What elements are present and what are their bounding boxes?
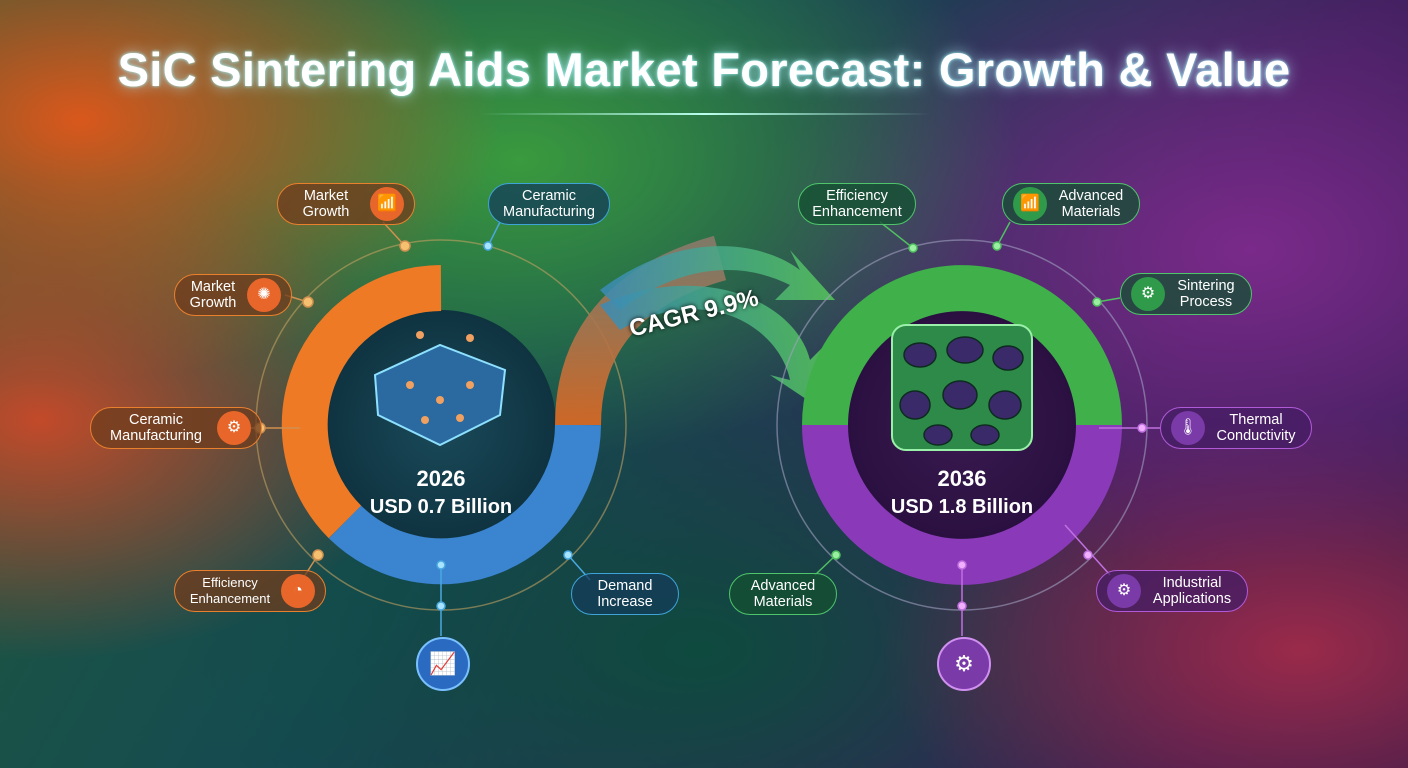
thermometer-icon: 🌡 bbox=[1171, 411, 1205, 445]
end-year: 2036 bbox=[937, 466, 987, 491]
particles-icon: ✺ bbox=[247, 278, 281, 312]
label-text: Ceramic Manufacturing bbox=[110, 412, 202, 444]
right-green-arc bbox=[802, 265, 1122, 426]
sintered-grain-icon bbox=[891, 324, 1033, 451]
label-demand-increase: Demand Increase bbox=[571, 573, 679, 615]
label-text: Demand Increase bbox=[597, 578, 653, 610]
label-text: Efficiency Enhancement bbox=[189, 575, 271, 606]
gear-hand-icon: ⚙ bbox=[217, 411, 251, 445]
label-thermal-conductivity: 🌡 Thermal Conductivity bbox=[1160, 407, 1312, 449]
label-text: Advanced Materials bbox=[750, 578, 816, 610]
right-connectors bbox=[814, 221, 1121, 576]
arrow-lower bbox=[600, 285, 830, 415]
label-text: Advanced Materials bbox=[1058, 188, 1124, 220]
label-text: Ceramic Manufacturing bbox=[503, 188, 595, 220]
right-purple-connectors bbox=[957, 423, 1160, 636]
label-text: Efficiency Enhancement bbox=[812, 188, 902, 220]
title-divider bbox=[480, 113, 930, 115]
end-value: 2036 USD 1.8 Billion bbox=[862, 466, 1062, 519]
label-efficiency-enhancement-2: Efficiency Enhancement bbox=[798, 183, 916, 225]
gear-icon: ⚙ bbox=[1131, 277, 1165, 311]
label-advanced-materials-1: 📶 Advanced Materials bbox=[1002, 183, 1140, 225]
page-title: SiC Sintering Aids Market Forecast: Grow… bbox=[117, 43, 1291, 96]
label-ceramic-manufacturing-2: Ceramic Manufacturing ⚙ bbox=[90, 407, 262, 449]
bar-chart-up-icon: 📶 bbox=[1013, 187, 1047, 221]
label-market-growth-1: Market Growth 📶 bbox=[277, 183, 415, 225]
left-blue-arc bbox=[328, 424, 601, 585]
left-blue-connectors bbox=[436, 221, 591, 636]
bar-chart-up-icon: 📈 bbox=[416, 637, 470, 691]
bar-chart-up-icon: 📶 bbox=[370, 187, 404, 221]
gear-icon: ⚙ bbox=[937, 637, 991, 691]
label-industrial-applications: ⚙ Industrial Applications bbox=[1096, 570, 1248, 612]
label-sintering-process: ⚙ Sintering Process bbox=[1120, 273, 1252, 315]
arrow-upper bbox=[600, 246, 835, 310]
gear-hand-icon: ⚙ bbox=[1107, 574, 1141, 608]
label-text: Market Growth bbox=[189, 279, 237, 311]
end-market-value: USD 1.8 Billion bbox=[890, 496, 1034, 518]
start-year: 2026 bbox=[416, 466, 466, 491]
label-market-growth-2: Market Growth ✺ bbox=[174, 274, 292, 316]
label-text: Market Growth bbox=[302, 188, 350, 220]
start-market-value: USD 0.7 Billion bbox=[369, 496, 513, 518]
left-orange-arc bbox=[281, 265, 442, 539]
label-text: Thermal Conductivity bbox=[1216, 412, 1296, 444]
start-value: 2026 USD 0.7 Billion bbox=[341, 466, 541, 519]
gauge-icon: ◔ bbox=[281, 574, 315, 608]
sic-powder-icon bbox=[373, 331, 507, 447]
label-advanced-materials-2: Advanced Materials bbox=[729, 573, 837, 615]
label-ceramic-manufacturing-1: Ceramic Manufacturing bbox=[488, 183, 610, 225]
label-text: Industrial Applications bbox=[1152, 575, 1232, 607]
label-text: Sintering Process bbox=[1177, 278, 1235, 310]
label-efficiency-enhancement-1: Efficiency Enhancement ◔ bbox=[174, 570, 326, 612]
